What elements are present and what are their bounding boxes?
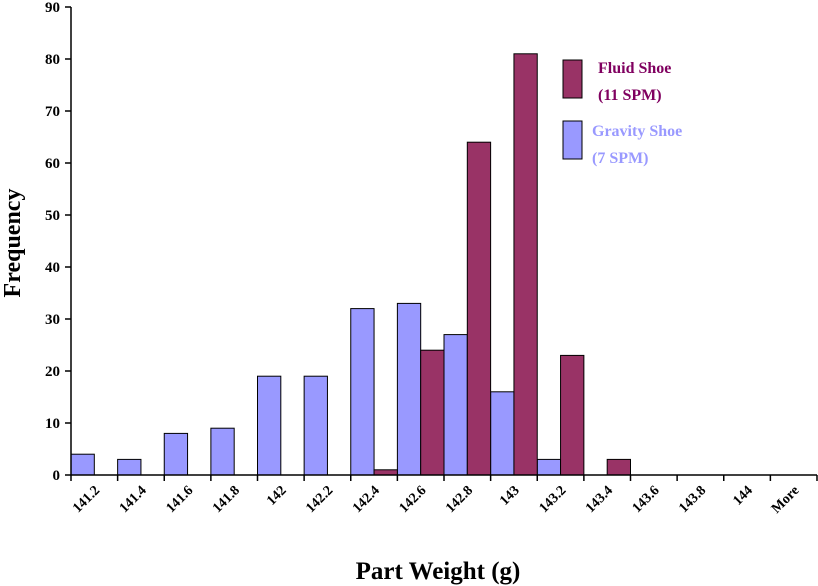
bar-fluid-shoe-143 (513, 53, 538, 476)
bar-gravity-shoe-142.4 (350, 308, 375, 476)
y-ticks-group: 0 10 20 30 40 50 60 70 80 90 (45, 0, 71, 484)
y-tick-label: 40 (45, 260, 60, 276)
y-tick-label: 30 (45, 312, 60, 328)
x-tick-label: 142.4 (350, 483, 383, 516)
bar-gravity-shoe-141.2 (70, 453, 95, 476)
bar-gravity-shoe-142 (257, 375, 282, 476)
bars-group (70, 53, 632, 476)
bar-gravity-shoe-143.2 (536, 458, 562, 476)
legend: Fluid Shoe (11 SPM) Gravity Shoe (7 SPM) (562, 59, 682, 167)
bar-gravity-shoe-142.2 (303, 375, 328, 476)
bar-fluid-shoe-143.4 (606, 458, 632, 476)
x-tick-label: 143.8 (676, 483, 709, 516)
x-tick-label: More (769, 483, 803, 517)
bar-fluid-shoe-143.2 (560, 354, 585, 476)
x-tick-label: 141.8 (210, 483, 243, 516)
x-tick-label: 143.2 (537, 483, 570, 516)
y-tick-label: 90 (45, 0, 60, 16)
bar-gravity-shoe-143 (490, 391, 515, 476)
bar-gravity-shoe-142.6 (396, 302, 422, 476)
x-tick-label: 142 (264, 483, 289, 508)
y-tick-label: 20 (45, 364, 60, 380)
y-axis-title: Frequency (0, 189, 26, 298)
y-tick-label: 10 (45, 416, 60, 432)
bar-gravity-shoe-141.6 (163, 432, 189, 476)
y-tick-label: 50 (45, 208, 60, 224)
legend-label-gravity-shoe-line1: Gravity Shoe (592, 123, 682, 140)
y-tick-label: 80 (45, 52, 60, 68)
bar-gravity-shoe-142.8 (443, 334, 468, 476)
x-tick-label: 142.8 (443, 483, 476, 516)
y-tick-label: 0 (53, 468, 61, 484)
x-tick-label: 143 (497, 483, 522, 508)
bar-fluid-shoe-142.4 (373, 469, 398, 476)
x-tick-label: 143.4 (583, 483, 616, 516)
x-tick-label: 141.4 (117, 483, 150, 516)
y-tick-label: 70 (45, 104, 60, 120)
x-tick-label: 142.2 (303, 483, 336, 516)
legend-label-gravity-shoe-line2: (7 SPM) (592, 150, 648, 167)
legend-swatch-gravity-shoe (562, 120, 583, 160)
x-tick-label: 141.6 (164, 483, 197, 516)
x-axis-title: Part Weight (g) (356, 558, 521, 585)
x-tick-label: 141.2 (70, 483, 103, 516)
bar-gravity-shoe-141.8 (210, 427, 235, 476)
bar-fluid-shoe-142.6 (420, 349, 445, 476)
x-ticks-group: 141.2 141.4 141.6 141.8 142 142.2 142.4 142.6 14… (70, 475, 818, 517)
x-tick-label: 142.6 (397, 483, 430, 516)
bar-gravity-shoe-141.4 (117, 458, 142, 476)
y-tick-label: 60 (45, 156, 60, 172)
bar-fluid-shoe-142.8 (466, 141, 492, 476)
legend-swatch-fluid-shoe (562, 59, 583, 99)
x-tick-label: 143.6 (630, 483, 663, 516)
x-tick-label: 144 (730, 483, 755, 508)
legend-label-fluid-shoe-line1: Fluid Shoe (598, 60, 671, 77)
legend-label-fluid-shoe-line2: (11 SPM) (598, 87, 662, 104)
